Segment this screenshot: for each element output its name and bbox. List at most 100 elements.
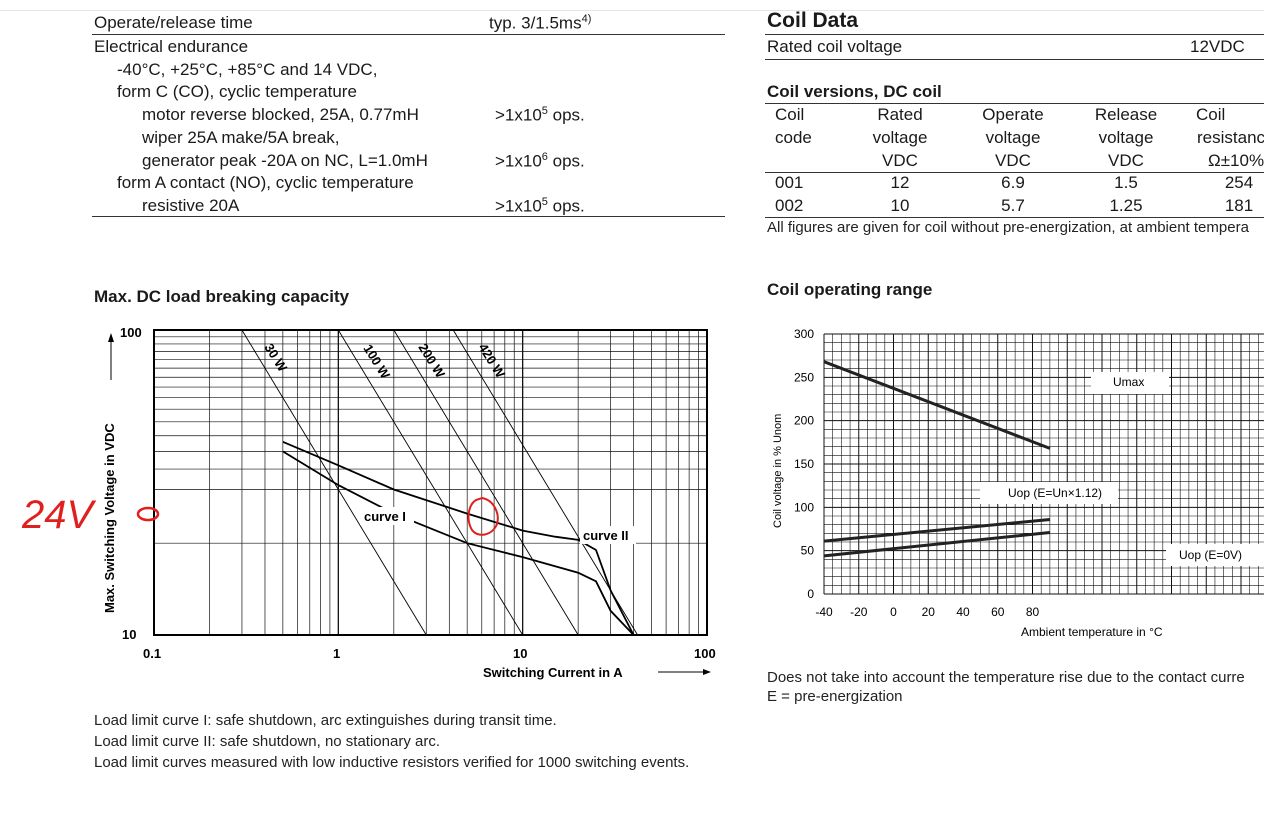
header-cell: resistanc — [1197, 128, 1264, 147]
header-cell: voltage — [1098, 128, 1154, 147]
header-cell: voltage — [872, 128, 928, 147]
x-tick-label: 100 — [694, 646, 716, 661]
y-tick-label: 200 — [794, 414, 814, 428]
label-bg — [1166, 544, 1264, 566]
x-tick-label: -20 — [850, 605, 868, 619]
label-bg — [980, 482, 1118, 504]
endurance-title: Electrical endurance — [94, 37, 249, 56]
power-label-100w: 100 W — [360, 342, 393, 382]
x-tick-label: 10 — [513, 646, 527, 661]
red-circle-mark — [467, 496, 499, 536]
uop-0-label: Uop (E=0V) — [1179, 548, 1242, 562]
uop-e-label: Uop (E=Un×1.12) — [1008, 486, 1102, 500]
divider — [765, 217, 1264, 218]
dc-note: Load limit curve II: safe shutdown, no s… — [94, 733, 441, 750]
condition-text: -40°C, +25°C, +85°C and 14 VDC, — [117, 60, 378, 79]
coil-lines — [823, 360, 1051, 558]
header-cell: Release — [1094, 105, 1158, 124]
table-cell: 5.7 — [1001, 196, 1025, 215]
coil-x-axis-label: Ambient temperature in °C — [1021, 625, 1163, 639]
top-border — [0, 0, 1264, 11]
x-tick-label: 0.1 — [143, 646, 161, 661]
x-tick-label: -40 — [815, 605, 833, 619]
dc-grid — [154, 330, 707, 635]
y-tick-label: 300 — [794, 327, 814, 341]
y-tick-label: 150 — [794, 457, 814, 471]
coil-y-ticks: 300 250 200 150 100 50 0 — [794, 327, 814, 601]
series-curve-ii — [282, 440, 635, 636]
coil-note: E = pre-energization — [767, 688, 903, 705]
resistive-value: >1x105 ops. — [495, 196, 585, 216]
condition-text: form C (CO), cyclic temperature — [117, 82, 357, 101]
coil-chart-title: Coil operating range — [767, 280, 933, 299]
series-100-w — [337, 329, 524, 636]
resistive-label: resistive 20A — [142, 196, 240, 215]
table-cell: 1.5 — [1114, 173, 1138, 192]
header-cell: Operate — [982, 105, 1044, 124]
header-cell: Coil — [1196, 105, 1226, 124]
y-tick-label: 0 — [807, 587, 814, 601]
operate-release-label: Operate/release time — [94, 13, 253, 32]
x-axis-arrowhead — [703, 669, 711, 675]
table-cell: 002 — [775, 196, 804, 215]
dc-lines — [241, 329, 638, 636]
curve-ii-label: curve II — [583, 528, 629, 543]
series-uop-e-0v- — [823, 531, 1051, 558]
divider — [765, 172, 1264, 173]
label-bg — [360, 507, 414, 525]
x-tick-label: 20 — [922, 605, 936, 619]
label-bg — [580, 526, 636, 544]
umax-label: Umax — [1113, 375, 1144, 389]
divider — [765, 103, 1264, 104]
x-tick-label: 80 — [1026, 605, 1040, 619]
y-tick-label: 100 — [120, 325, 142, 340]
motor-value: >1x105 ops. — [495, 105, 585, 125]
divider — [92, 216, 725, 217]
table-cell: 1.25 — [1109, 196, 1143, 215]
table-cell: 12 — [890, 173, 910, 192]
header-cell: Rated — [877, 105, 923, 124]
y-tick-label: 50 — [801, 544, 815, 558]
series-curve-i — [282, 450, 635, 636]
coil-versions-title: Coil versions, DC coil — [767, 82, 942, 101]
handwritten-24v-annotation: 24V — [21, 493, 96, 537]
coil-y-axis-label: Coil voltage in % Unom — [772, 414, 784, 528]
header-cell: code — [775, 128, 812, 147]
generator-label: generator peak -20A on NC, L=1.0mH — [142, 151, 428, 170]
coil-note: Does not take into account the temperatu… — [767, 669, 1245, 686]
forma-label: form A contact (NO), cyclic temperature — [117, 173, 414, 192]
header-cell: VDC — [882, 151, 918, 170]
coil-data-title: Coil Data — [767, 9, 859, 32]
divider — [765, 34, 1264, 35]
red-circle-mark — [136, 506, 160, 522]
header-cell: Coil — [775, 105, 805, 124]
header-cell: VDC — [1108, 151, 1144, 170]
x-tick-label: 1 — [333, 646, 340, 661]
x-tick-label: 60 — [991, 605, 1005, 619]
rated-coil-voltage-label: Rated coil voltage — [767, 37, 903, 56]
operate-release-value: typ. 3/1.5ms4) — [489, 13, 592, 33]
coil-x-ticks: -40 -20 0 20 40 60 80 — [815, 605, 1039, 619]
wiper-label: wiper 25A make/5A break, — [142, 128, 340, 147]
table-cell: 001 — [775, 173, 804, 192]
dc-y-axis-label: Max. Switching Voltage in VDC — [102, 423, 117, 613]
series-420-w — [452, 329, 638, 636]
dc-note: Load limit curve I: safe shutdown, arc e… — [94, 712, 557, 729]
header-cell: voltage — [985, 128, 1041, 147]
power-label-200w: 200 W — [415, 341, 448, 381]
y-tick-label: 100 — [794, 500, 814, 514]
header-cell: Ω±10% — [1208, 151, 1264, 170]
table-cell: 254 — [1224, 173, 1254, 192]
label-bg — [1091, 372, 1169, 394]
series-30-w — [241, 329, 427, 636]
rated-coil-voltage-value: 12VDC — [1190, 37, 1245, 56]
y-tick-label: 10 — [122, 627, 136, 642]
series-200-w — [393, 329, 579, 636]
header-cell: VDC — [995, 151, 1031, 170]
divider — [765, 59, 1264, 60]
generator-value: >1x106 ops. — [495, 151, 585, 171]
dc-load-chart: 100 10 0.1 1 10 100 Max. Switching Volta… — [21, 325, 716, 680]
dc-x-axis-label: Switching Current in A — [483, 665, 623, 680]
dc-plot-frame — [153, 329, 708, 636]
